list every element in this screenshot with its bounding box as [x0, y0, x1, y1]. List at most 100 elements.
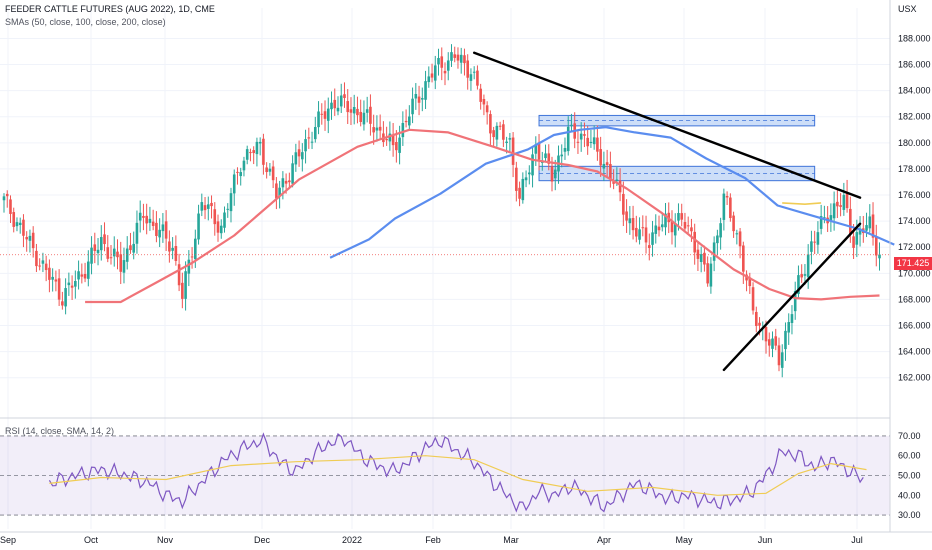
candle-body: [709, 263, 713, 287]
candle-body: [498, 125, 502, 127]
candle-body: [194, 238, 197, 260]
candle-body: [748, 277, 752, 287]
candle-body: [200, 202, 204, 211]
candle-body: [732, 215, 735, 232]
candle-body: [508, 138, 512, 140]
candle-body: [511, 137, 515, 165]
candle-body: [686, 225, 690, 227]
candle-body: [83, 274, 87, 279]
candle-body: [443, 70, 447, 74]
candle-body: [35, 250, 38, 267]
candle-body: [774, 336, 778, 346]
candle-body: [333, 99, 337, 109]
chart-title: FEEDER CATTLE FUTURES (AUG 2022), 1D, CM…: [5, 4, 215, 14]
candle-body: [57, 278, 61, 300]
candle-body: [683, 221, 687, 229]
candle-body: [612, 181, 615, 184]
candle-body: [44, 263, 48, 271]
candle-body: [349, 109, 353, 113]
candle-body: [304, 139, 307, 152]
candle-body: [187, 259, 191, 274]
candle-body: [320, 113, 324, 115]
candle-body: [836, 201, 839, 207]
rsi-tick-label: 70.00: [898, 431, 921, 441]
candle-body: [326, 108, 330, 121]
candle-body: [673, 223, 677, 236]
candle-body: [764, 327, 768, 342]
candle-body: [829, 215, 833, 221]
candle-body: [372, 127, 375, 133]
candle-body: [414, 93, 418, 99]
candle-body: [754, 311, 758, 326]
candle-body: [596, 137, 599, 152]
candle-body: [77, 271, 80, 280]
candle-body: [297, 149, 301, 157]
candle-body: [15, 222, 19, 227]
candle-body: [122, 260, 126, 273]
candle-body: [790, 314, 794, 324]
candle-body: [336, 107, 340, 112]
candle-body: [528, 172, 531, 175]
candle-body: [25, 237, 28, 240]
rsi-sma-line: [49, 455, 867, 496]
candle-body: [813, 241, 816, 243]
candle-body: [482, 98, 486, 105]
candle-body: [417, 96, 421, 103]
candle-body: [398, 137, 401, 153]
candle-body: [463, 55, 466, 64]
candle-body: [446, 60, 450, 71]
candle-body: [440, 56, 444, 68]
candle-body: [631, 218, 635, 231]
candle-body: [878, 254, 881, 259]
candle-body: [427, 76, 431, 83]
x-tick-label: Oct: [84, 535, 99, 545]
candle-body: [284, 180, 288, 184]
candle-body: [168, 241, 171, 252]
candle-body: [625, 211, 628, 221]
candle-body: [518, 187, 521, 199]
candle-body: [537, 142, 541, 160]
candle-body: [74, 281, 77, 287]
candle-body: [570, 124, 573, 126]
candle-body: [145, 215, 148, 224]
candle-body: [716, 235, 719, 244]
candle-body: [242, 160, 246, 171]
candle-body: [742, 245, 745, 272]
candle-body: [690, 227, 693, 232]
trendlines: [472, 51, 862, 372]
candle-body: [472, 71, 476, 73]
candle-body: [125, 248, 129, 262]
candle-body: [22, 219, 25, 236]
x-tick-label: Jun: [758, 535, 773, 545]
candle-body: [258, 141, 262, 144]
candle-body: [706, 263, 709, 284]
candle-body: [433, 65, 437, 81]
candle-body: [819, 216, 823, 229]
y-tick-label: 178.000: [898, 164, 931, 174]
candle-body: [459, 54, 463, 63]
x-tick-label: May: [675, 535, 693, 545]
candle-body: [252, 150, 255, 154]
candle-body: [699, 254, 703, 263]
candle-body: [722, 193, 726, 220]
candle-body: [294, 152, 298, 165]
y-tick-label: 188.000: [898, 33, 931, 43]
candle-body: [288, 180, 291, 183]
candle-body: [797, 275, 800, 294]
candle-body: [5, 193, 9, 197]
y-tick-label: 176.000: [898, 190, 931, 200]
x-tick-label: Feb: [425, 535, 441, 545]
candle-body: [421, 98, 424, 100]
candle-body: [401, 123, 405, 138]
rsi-legend: RSI (14, close, SMA, 14, 2): [5, 426, 115, 436]
candle-body: [119, 254, 123, 272]
x-tick-label: Nov: [157, 535, 174, 545]
candle-body: [430, 73, 434, 78]
candle-body: [210, 202, 213, 207]
zones: [538, 114, 816, 182]
sma-legend: SMAs (50, close, 100, close, 200, close): [5, 17, 166, 27]
candle-body: [586, 137, 589, 147]
candle-body: [385, 138, 388, 141]
